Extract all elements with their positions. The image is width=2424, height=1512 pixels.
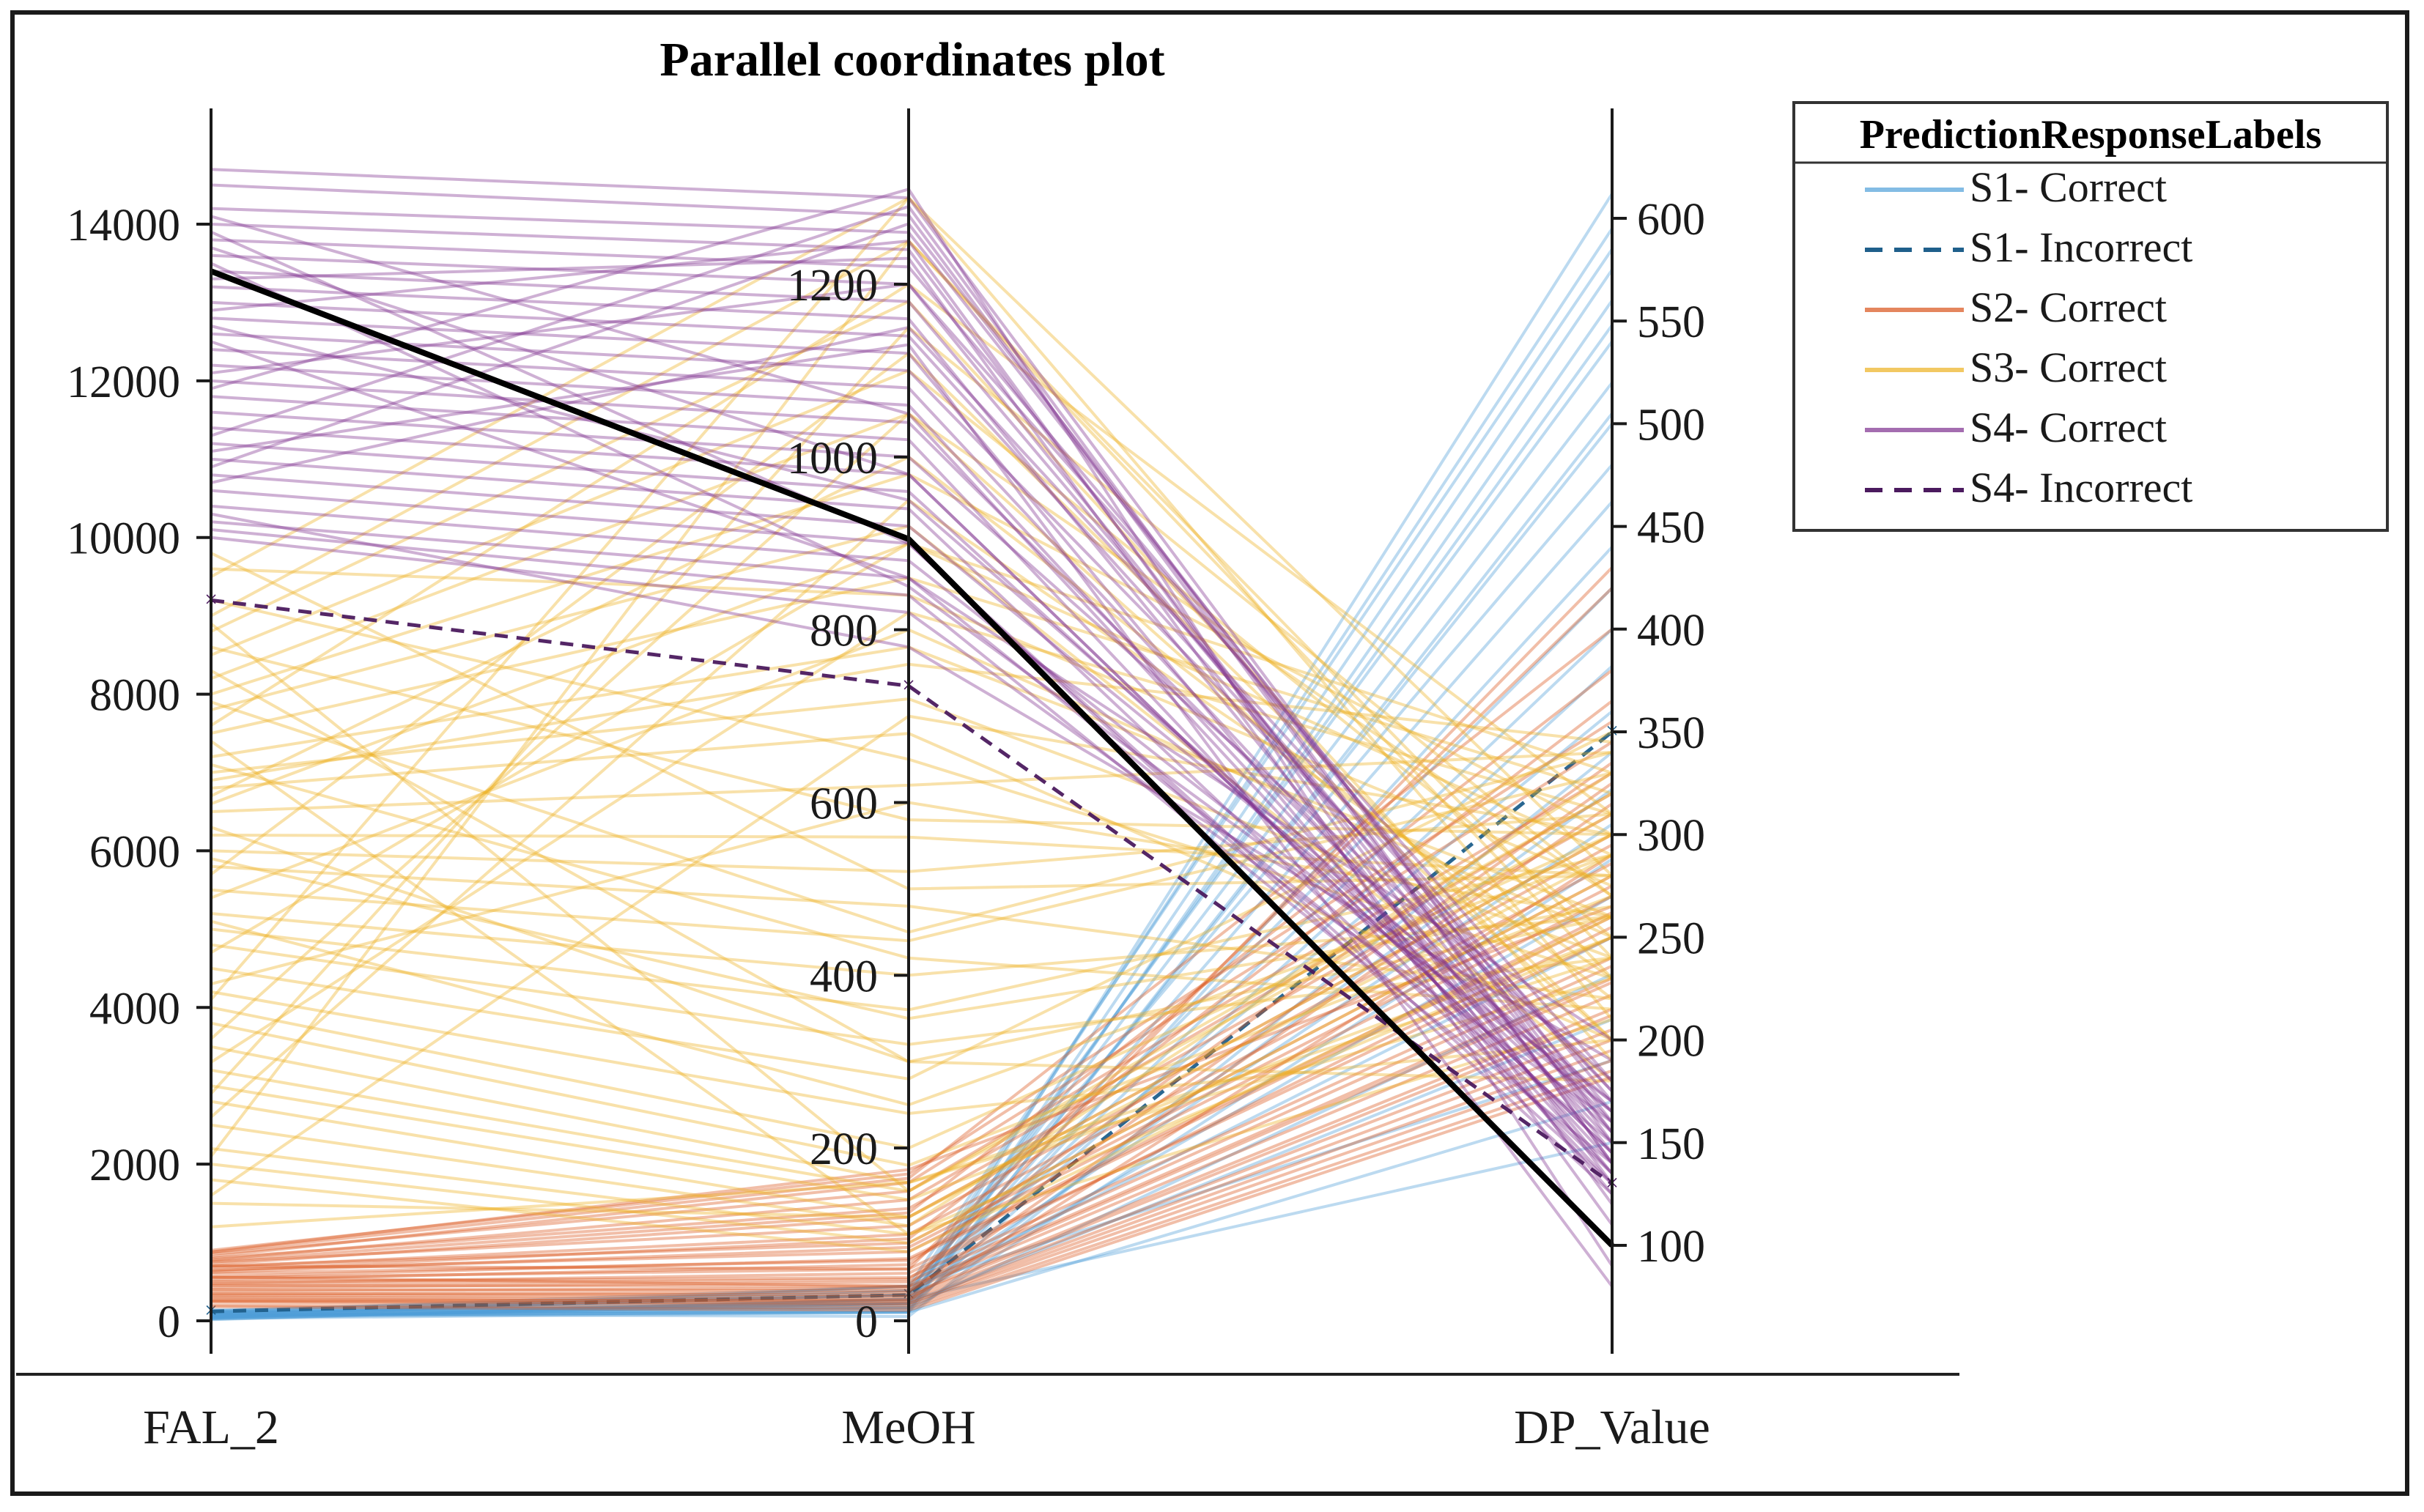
axis-name-label: DP_Value <box>1514 1401 1710 1454</box>
tick-label: 200 <box>1637 1017 1705 1067</box>
tick-label: 1000 <box>787 434 878 483</box>
tick-label: 8000 <box>89 671 180 721</box>
tick-label: 10000 <box>67 514 180 564</box>
tick-label: 1200 <box>787 261 878 311</box>
tick-label: 6000 <box>89 827 180 877</box>
axis-name-label: MeOH <box>841 1401 975 1454</box>
tick-label: 500 <box>1637 400 1705 450</box>
tick-label: 450 <box>1637 503 1705 553</box>
legend-entry-label: S4- Incorrect <box>1970 464 2192 511</box>
axis-name-label: FAL_2 <box>143 1401 279 1454</box>
tick-label: 400 <box>810 952 878 1001</box>
legend-entry[interactable]: S1- Correct <box>1865 163 2167 211</box>
tick-label: 0 <box>158 1297 180 1347</box>
legend-entry[interactable]: S1- Incorrect <box>1865 223 2192 271</box>
tick-label: 200 <box>810 1124 878 1174</box>
tick-label: 400 <box>1637 606 1705 656</box>
legend-entry-label: S2- Correct <box>1970 284 2167 331</box>
tick-label: 800 <box>810 607 878 656</box>
legend-box <box>1792 101 2389 532</box>
tick-label: 0 <box>855 1297 878 1347</box>
legend-entry[interactable]: S4- Correct <box>1865 404 2167 451</box>
legend-entries: S1- Correct S1- Incorrect S2- Correct S3- C… <box>1865 163 2192 511</box>
legend-entry-label: S3- Correct <box>1970 344 2167 391</box>
tick-label: 350 <box>1637 708 1705 758</box>
legend-entry-label: S4- Correct <box>1970 404 2167 451</box>
legend-entry-label: S1- Correct <box>1970 163 2167 211</box>
legend-entry[interactable]: S3- Correct <box>1865 344 2167 391</box>
tick-label: 4000 <box>89 984 180 1034</box>
axis-dp-value: 100 150 200 250 300 350 400 450 500 550 600 <box>1611 108 1705 1354</box>
legend[interactable]: PredictionResponseLabels S1- CorrectS1- … <box>1792 101 2389 532</box>
tick-label: 2000 <box>89 1141 180 1190</box>
legend-entry-label: S1- Incorrect <box>1970 223 2192 271</box>
tick-label: 550 <box>1637 297 1705 347</box>
tick-label: 300 <box>1637 811 1705 861</box>
chart-title: Parallel coordinates plot <box>659 33 1164 86</box>
axis-meoh: 0 200 400 600 800 1000 1200 <box>787 108 910 1354</box>
legend-entry[interactable]: S2- Correct <box>1865 284 2167 331</box>
axis-name-labels: FAL_2 MeOH DP_Value <box>143 1401 1710 1454</box>
legend-entry[interactable]: S4- Incorrect <box>1865 464 2192 511</box>
tick-label: 14000 <box>67 201 180 251</box>
observation-line <box>210 730 1614 1313</box>
tick-label: 600 <box>1637 195 1705 245</box>
tick-label: 12000 <box>67 357 180 407</box>
observation-line <box>210 598 1614 1185</box>
legend-title: PredictionResponseLabels <box>1860 112 2322 158</box>
axes: 0 2000 4000 6000 8000 10000 12000 14000 0 200 400 6… <box>67 108 1705 1354</box>
tick-label: 100 <box>1637 1222 1705 1272</box>
tick-label: 150 <box>1637 1119 1705 1169</box>
series-lines: ×××××× <box>204 168 1619 1323</box>
axis-fal-2: 0 2000 4000 6000 8000 10000 12000 14000 <box>67 108 213 1354</box>
tick-label: 600 <box>810 779 878 829</box>
tick-label: 250 <box>1637 914 1705 963</box>
